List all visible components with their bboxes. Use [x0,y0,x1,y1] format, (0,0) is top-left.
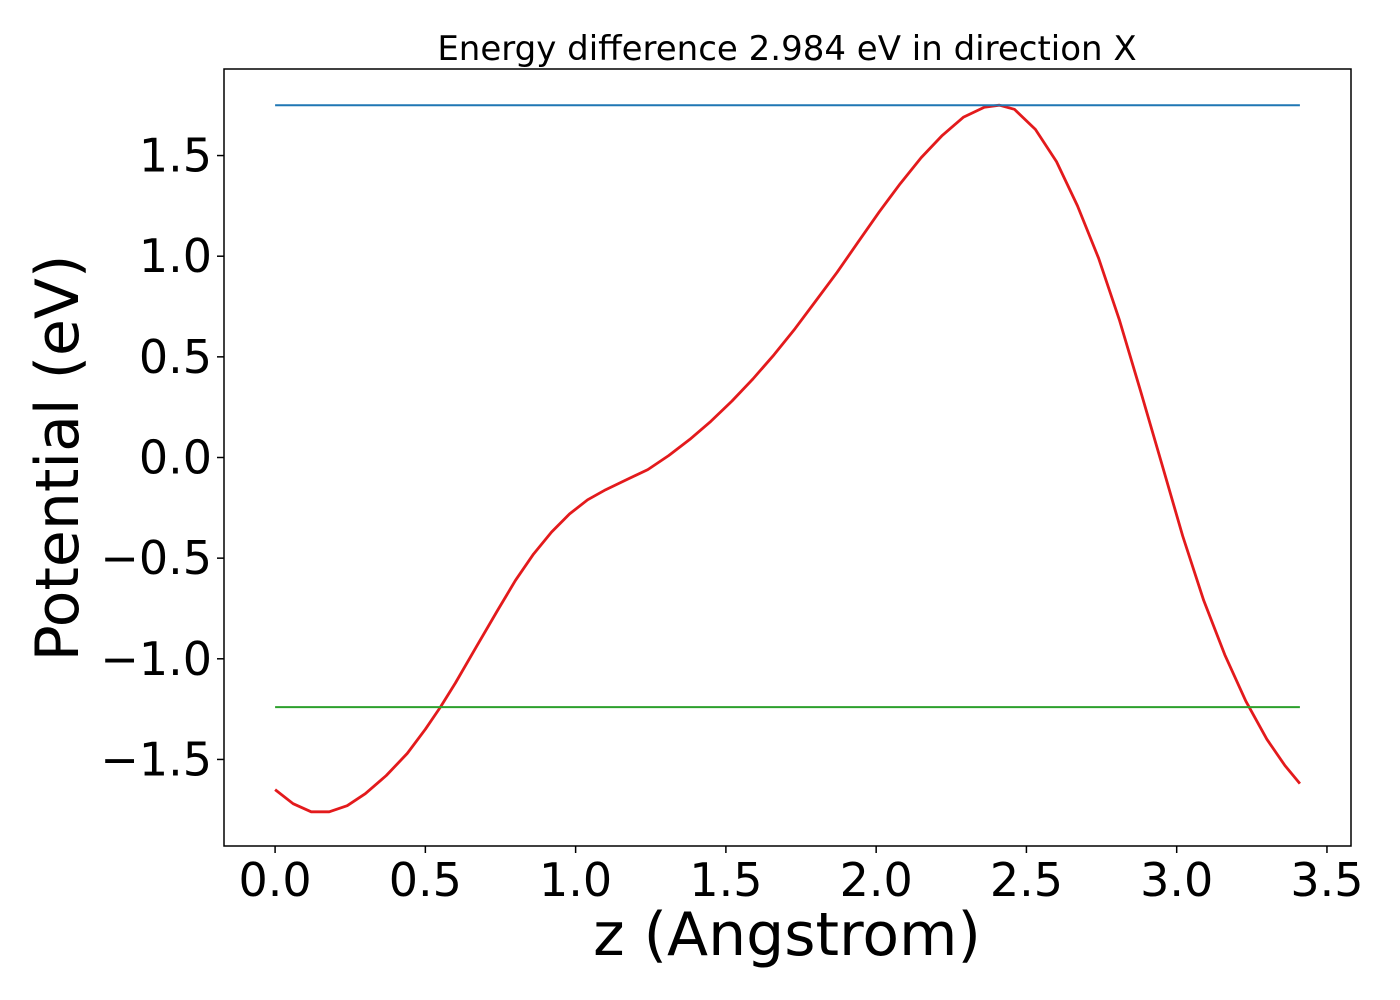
x-tick-label: 0.0 [239,853,312,907]
y-tick-label: 0.0 [139,431,212,485]
plot-frame [223,68,1352,847]
plot-area [274,103,1301,814]
y-axis-label: Potential (eV) [23,255,93,662]
axes-ticks: 0.0 0.5 1.0 1.5 2.0 2.5 3.0 3.5 −1.5 −1.0 −0.5 0.0 0… [100,129,1363,907]
y-tick-label: 0.5 [139,330,212,384]
x-tick-label: 3.0 [1140,853,1213,907]
x-axis-label: z (Angstrom) [593,900,981,970]
y-tick-label: −0.5 [100,531,212,585]
y-tick-label: 1.0 [139,229,212,283]
chart-title: Energy difference 2.984 eV in direction … [437,29,1136,69]
y-tick-label: −1.5 [100,732,212,786]
series-line-0 [274,103,1301,814]
x-tick-label: 1.5 [689,853,762,907]
x-tick-label: 1.0 [539,853,612,907]
y-tick-label: −1.0 [100,632,212,686]
x-tick-label: 2.5 [990,853,1063,907]
x-tick-label: 2.0 [840,853,913,907]
x-tick-label: 3.5 [1290,853,1363,907]
y-tick-label: 1.5 [139,129,212,183]
x-tick-label: 0.5 [389,853,462,907]
